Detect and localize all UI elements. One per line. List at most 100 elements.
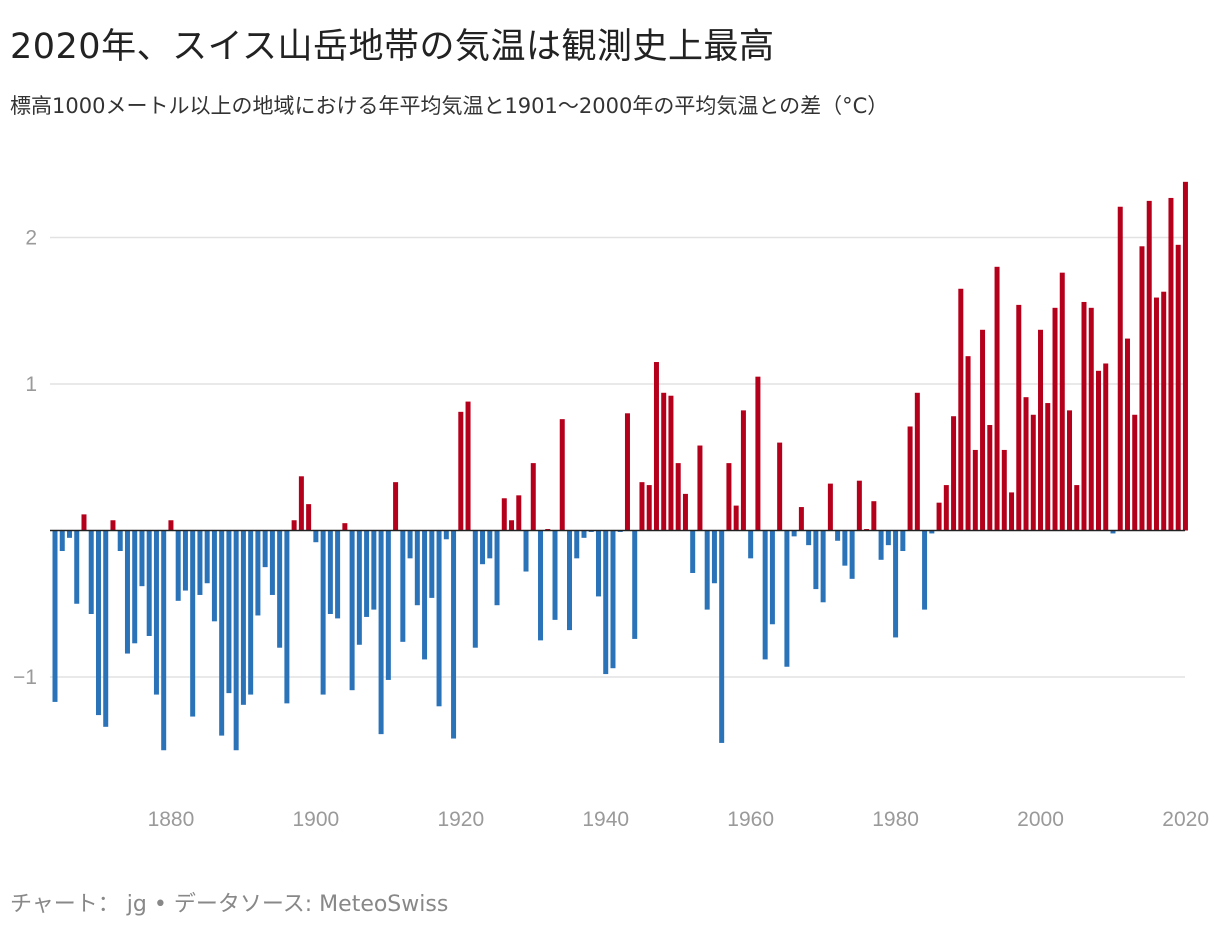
bar-2003 [1059, 272, 1065, 531]
bar-1907 [364, 530, 370, 617]
bar-1888 [226, 530, 232, 694]
footer-author: jg [126, 892, 147, 917]
bar-2001 [1045, 403, 1051, 531]
bar-1882 [182, 530, 188, 591]
bar-1969 [813, 530, 819, 590]
bar-1921 [465, 401, 471, 531]
bar-1948 [661, 392, 667, 531]
bar-2007 [1088, 307, 1094, 531]
bar-1993 [987, 425, 993, 531]
x-tick-label: 2020 [1162, 808, 1209, 831]
bar-1966 [791, 530, 797, 537]
bar-1980 [893, 530, 899, 638]
bar-2014 [1139, 246, 1145, 531]
bar-1874 [124, 530, 130, 654]
bar-1992 [980, 329, 986, 531]
x-tick-label: 2000 [1017, 808, 1064, 831]
bar-1905 [349, 530, 355, 691]
bar-1973 [842, 530, 848, 566]
bar-1890 [240, 530, 246, 705]
bar-1933 [552, 530, 558, 620]
bar-1929 [523, 530, 529, 572]
bar-1946 [646, 485, 652, 531]
footer-source-label: データソース: [173, 892, 313, 917]
bar-1915 [422, 530, 428, 660]
bar-1985 [929, 530, 935, 534]
y-tick-label: 2 [25, 227, 37, 250]
x-tick-label: 1900 [293, 808, 340, 831]
bar-1947 [653, 362, 659, 531]
y-tick-label: 1 [25, 373, 37, 396]
bar-1922 [472, 530, 478, 648]
bar-1880 [168, 520, 174, 531]
footer-source: MeteoSwiss [319, 892, 449, 917]
bar-1984 [922, 530, 928, 610]
bar-1928 [516, 495, 522, 531]
bar-1910 [385, 530, 391, 680]
bar-1950 [675, 463, 681, 531]
y-tick-label: −1 [13, 666, 37, 689]
bar-1943 [624, 413, 630, 531]
bar-1901 [320, 530, 326, 695]
bar-1906 [356, 530, 362, 645]
bar-1954 [704, 530, 710, 610]
bar-1870 [95, 530, 101, 716]
bar-1923 [480, 530, 486, 565]
bar-2005 [1074, 485, 1080, 531]
bar-1949 [668, 395, 674, 531]
x-tick-label: 1960 [727, 808, 774, 831]
bar-1978 [878, 530, 884, 560]
x-tick-label: 1920 [437, 808, 484, 831]
bar-1963 [769, 530, 775, 625]
bar-1908 [371, 530, 377, 610]
bar-1927 [509, 520, 515, 531]
bar-1881 [175, 530, 181, 601]
bars [52, 181, 1188, 751]
bar-2020 [1182, 181, 1188, 531]
x-tick-label: 1980 [872, 808, 919, 831]
bar-1991 [972, 449, 978, 531]
bar-1939 [595, 530, 601, 597]
bar-1913 [407, 530, 413, 559]
bar-1945 [639, 482, 645, 531]
bar-1911 [393, 482, 399, 531]
bar-2008 [1096, 370, 1101, 531]
bar-1931 [538, 530, 544, 641]
bar-1886 [211, 530, 217, 622]
footer-separator: • [153, 892, 167, 917]
bar-2013 [1132, 414, 1138, 531]
bar-1999 [1030, 414, 1036, 531]
bar-1877 [146, 530, 152, 636]
bar-1925 [494, 530, 500, 606]
bar-2016 [1153, 297, 1159, 531]
bar-2018 [1168, 197, 1174, 531]
bar-1918 [443, 530, 449, 540]
bar-2011 [1117, 206, 1123, 531]
bar-1900 [313, 530, 319, 543]
bar-1903 [335, 530, 341, 619]
bar-1952 [690, 530, 696, 573]
bar-1960 [748, 530, 754, 559]
bar-1887 [219, 530, 225, 736]
bar-1987 [943, 485, 949, 531]
bar-2019 [1175, 244, 1181, 531]
bar-1981 [900, 530, 906, 552]
bar-1965 [784, 530, 790, 667]
bar-1936 [574, 530, 580, 559]
bar-1957 [726, 463, 732, 531]
bar-1961 [755, 376, 761, 531]
bar-1964 [777, 442, 783, 531]
bar-2000 [1038, 329, 1044, 531]
bar-1995 [1001, 449, 1007, 531]
bar-1934 [559, 419, 565, 531]
bar-1866 [66, 530, 72, 538]
x-tick-label: 1880 [148, 808, 195, 831]
bar-1899 [306, 504, 312, 531]
bar-2004 [1067, 410, 1073, 531]
bar-1904 [342, 523, 348, 531]
bar-1876 [139, 530, 145, 587]
chart-title: 2020年、スイス山岳地帯の気温は観測史上最高 [10, 27, 775, 67]
bar-1968 [806, 530, 812, 546]
bar-2017 [1161, 291, 1167, 531]
bar-1875 [132, 530, 138, 644]
